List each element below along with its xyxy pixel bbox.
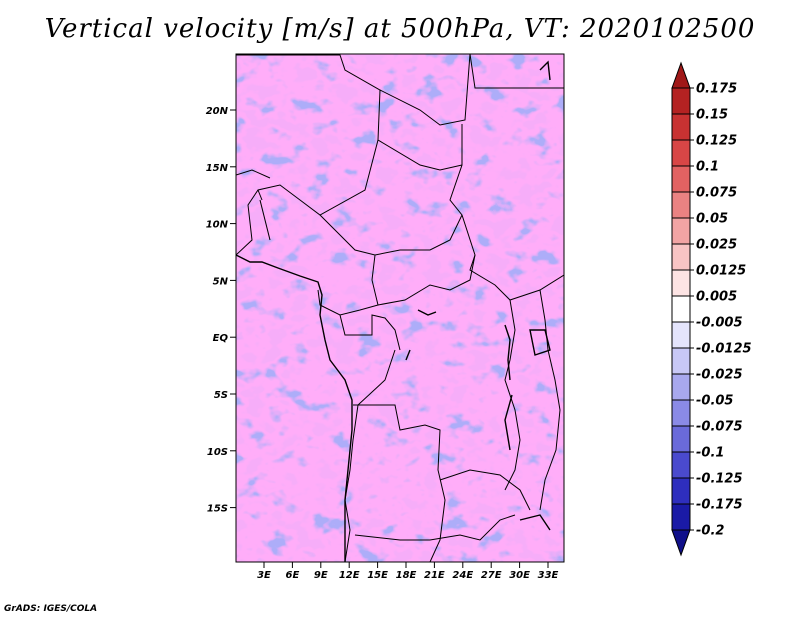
colorbar-segment: [671, 321, 691, 349]
colorbar-segment: [671, 139, 691, 167]
map-frame: [235, 53, 565, 563]
colorbar-label: -0.2: [696, 524, 724, 539]
colorbar-segment: [671, 269, 691, 297]
coastlines: [236, 60, 551, 562]
lat-tick-label: 15S: [207, 504, 228, 515]
colorbar-label: -0.125: [696, 472, 743, 487]
lat-tick-label: 10N: [206, 220, 229, 231]
colorbar: 0.175 0.15 0.125 0.1 0.075 0.05 0.025 0.0125 0.0…: [671, 61, 752, 557]
colorbar-segment: [671, 87, 691, 115]
lon-tick-label: 9E: [314, 570, 328, 581]
lat-tick-label: EQ: [213, 333, 229, 344]
colorbar-label: -0.0125: [696, 342, 752, 357]
colorbar-segment: [671, 503, 691, 531]
colorbar-label: 0.15: [696, 108, 728, 123]
colorbar-segment: [671, 425, 691, 453]
lon-tick-label: 21E: [424, 570, 445, 581]
velocity-field: [236, 54, 564, 562]
colorbar-segment: [671, 399, 691, 427]
grads-credit: GrADS: IGES/COLA: [4, 604, 98, 614]
lat-tick-label: 5S: [214, 390, 228, 401]
colorbar-label: -0.075: [696, 420, 743, 435]
colorbar-segment: [671, 347, 691, 375]
lon-tick-label: 33E: [538, 570, 559, 581]
lat-tick-label: 5N: [213, 276, 229, 287]
colorbar-label: -0.025: [696, 368, 743, 383]
lat-tick-label: 20N: [206, 106, 229, 117]
lon-tick-label: 30E: [509, 570, 530, 581]
colorbar-segment: [671, 217, 691, 245]
lon-tick-label: 18E: [396, 570, 417, 581]
lon-tick-label: 24E: [452, 570, 473, 581]
colorbar-label: 0.1: [696, 160, 719, 175]
lon-tick-label: 6E: [286, 570, 300, 581]
colorbar-label: -0.05: [696, 394, 733, 409]
colorbar-segment: [671, 295, 691, 323]
lon-tick-label: 27E: [481, 570, 502, 581]
lon-tick-label: 12E: [339, 570, 360, 581]
colorbar-label: 0.0125: [696, 264, 746, 279]
lon-tick-label: 15E: [367, 570, 388, 581]
colorbar-segment: [671, 451, 691, 479]
colorbar-segment: [671, 191, 691, 219]
latitude-axis: 20N 15N 10N 5N EQ 5S 10S 15S: [206, 106, 236, 515]
colorbar-segment: [671, 477, 691, 505]
lon-tick-label: 3E: [257, 570, 271, 581]
colorbar-label: 0.05: [696, 212, 728, 227]
colorbar-segment: [671, 165, 691, 193]
colorbar-segment: [671, 373, 691, 401]
colorbar-label: 0.025: [696, 238, 737, 253]
colorbar-label: -0.1: [696, 446, 724, 461]
colorbar-label: -0.005: [696, 316, 743, 331]
map-title: Vertical velocity [m/s] at 500hPa, VT: 2…: [44, 14, 756, 44]
colorbar-bottom-triangle: [671, 529, 691, 557]
colorbar-label: -0.175: [696, 498, 743, 513]
country-borders: [236, 54, 564, 562]
lat-tick-label: 10S: [207, 447, 228, 458]
colorbar-segment: [671, 113, 691, 141]
longitude-axis: 3E 6E 9E 12E 15E 18E 21E 24E 27E 30E 33E: [257, 562, 559, 581]
colorbar-label: 0.175: [696, 82, 737, 97]
colorbar-label: 0.005: [696, 290, 737, 305]
lat-tick-label: 15N: [206, 163, 229, 174]
colorbar-segment: [671, 243, 691, 271]
colorbar-label: 0.125: [696, 134, 737, 149]
colorbar-top-triangle: [671, 61, 691, 89]
colorbar-label: 0.075: [696, 186, 737, 201]
